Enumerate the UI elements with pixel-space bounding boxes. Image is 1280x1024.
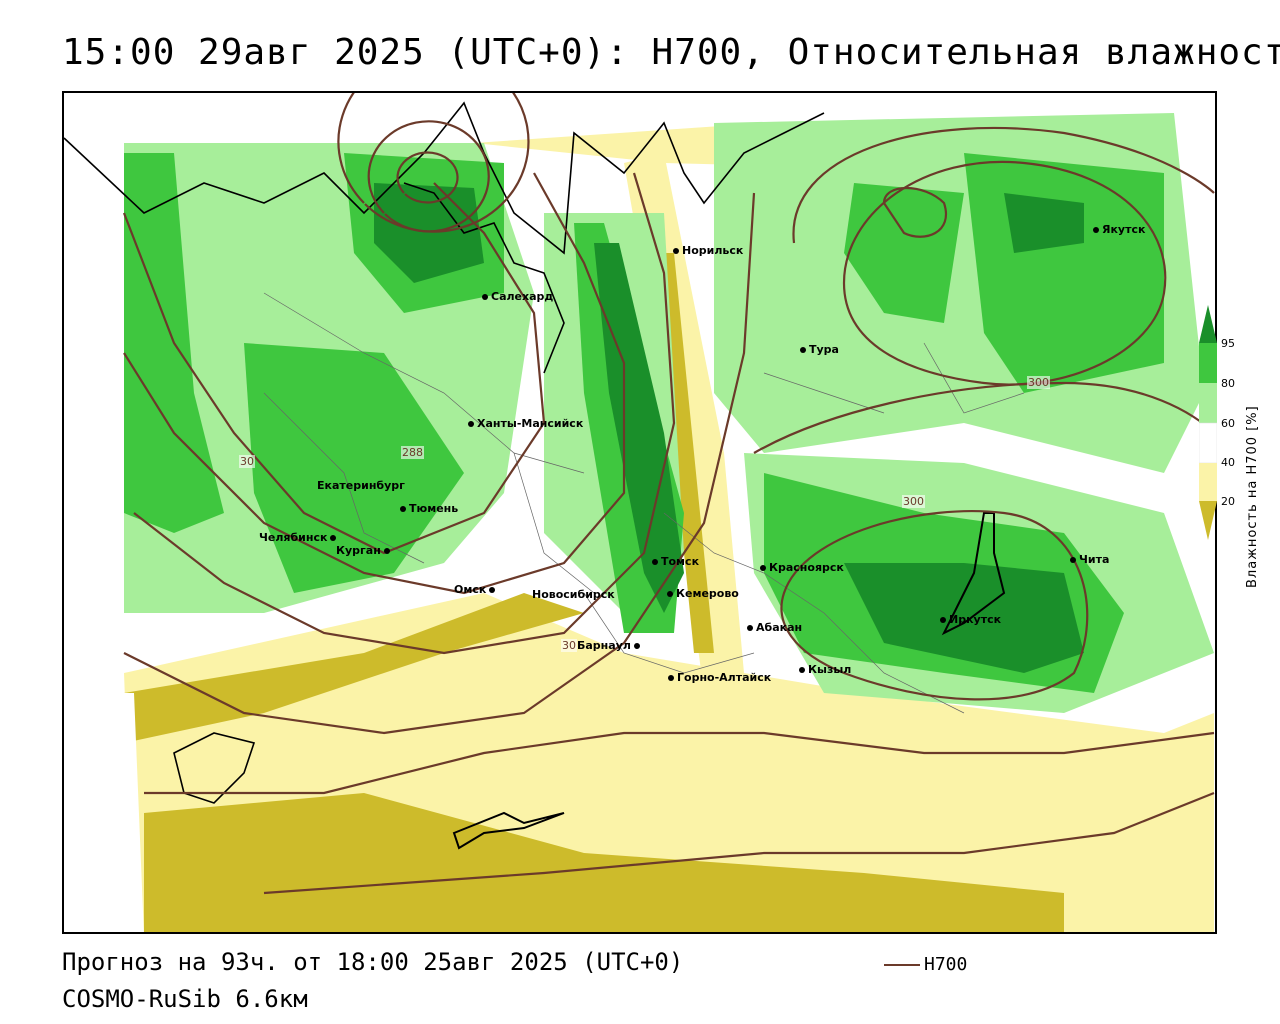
green-yakutia bbox=[844, 183, 964, 323]
h700-line-legend-swatch bbox=[884, 964, 920, 966]
dark-green-yakutia-core bbox=[1004, 193, 1084, 253]
city-tura: Тура bbox=[800, 343, 839, 356]
dark-green-strip-core bbox=[594, 243, 684, 613]
contour-label: 288 bbox=[401, 446, 424, 459]
city-krasnoyarsk: Красноярск bbox=[760, 561, 844, 574]
city-dot bbox=[633, 643, 640, 649]
city-chita: Чита bbox=[1070, 553, 1109, 566]
coastline-north bbox=[64, 101, 825, 255]
city-dot bbox=[652, 559, 658, 565]
colorbar-tick: 40 bbox=[1221, 456, 1235, 469]
city-kemerovo: Кемерово bbox=[667, 587, 739, 600]
city-kyzyl: Кызыл bbox=[799, 663, 851, 676]
city-dot bbox=[1070, 557, 1076, 563]
city-dot bbox=[330, 535, 337, 541]
green-urals bbox=[244, 343, 464, 593]
outside-domain-top-left bbox=[64, 93, 464, 143]
city-gorno-altaysk: Горно-Алтайск bbox=[668, 671, 771, 684]
olive-dry-south bbox=[144, 793, 1064, 932]
model-name: COSMO-RuSib 6.6км bbox=[62, 985, 308, 1013]
city-dot bbox=[760, 565, 766, 571]
contour-label: 30 bbox=[239, 455, 255, 468]
h700-contours bbox=[122, 93, 1215, 895]
dark-green-baikal-core bbox=[844, 563, 1084, 673]
city-yakutsk: Якутск bbox=[1093, 223, 1145, 236]
contour-label: 30 bbox=[561, 639, 577, 652]
city-abakan: Абакан bbox=[747, 621, 802, 634]
city-salekhard: Салехард bbox=[482, 290, 553, 303]
city-dot bbox=[668, 675, 674, 681]
contour-label: 300 bbox=[1027, 376, 1050, 389]
city-dot bbox=[482, 294, 488, 300]
forecast-info: Прогноз на 93ч. от 18:00 25авг 2025 (UTC… bbox=[62, 948, 684, 976]
city-khanty-mansiysk: Ханты-Мансийск bbox=[468, 417, 583, 430]
outside-domain-bottom-left bbox=[64, 693, 144, 932]
colorbar-tick: 60 bbox=[1221, 417, 1235, 430]
city-dot bbox=[468, 421, 474, 427]
colorbar-title: Влажность на H700 [%] bbox=[1245, 405, 1260, 588]
city-dot bbox=[800, 347, 806, 353]
h700-line-legend-label: H700 bbox=[924, 954, 968, 975]
city-tomsk: Томск bbox=[652, 555, 699, 568]
lake-baikal bbox=[941, 512, 1006, 636]
city-dot bbox=[383, 548, 390, 554]
city-dot bbox=[400, 506, 406, 512]
city-dot bbox=[747, 625, 753, 631]
colorbar-tick: 95 bbox=[1221, 337, 1235, 350]
city-yekaterinburg: Екатеринбург bbox=[317, 479, 405, 492]
map-area: 288 300 300 30 30 Салехард Норильск Якут… bbox=[62, 91, 1217, 934]
city-norilsk: Норильск bbox=[673, 244, 743, 257]
map-title: 15:00 29авг 2025 (UTC+0): H700, Относите… bbox=[62, 32, 1280, 73]
olive-dry-band bbox=[124, 593, 584, 743]
lake-balkhash bbox=[452, 811, 565, 850]
city-omsk: Омск bbox=[454, 583, 498, 596]
city-dot bbox=[1093, 227, 1099, 233]
city-dot bbox=[940, 617, 946, 623]
city-novosibirsk: Новосибирск bbox=[532, 588, 615, 601]
colorbar-tick: 80 bbox=[1221, 377, 1235, 390]
colorbar bbox=[1199, 305, 1217, 540]
city-tyumen: Тюмень bbox=[400, 502, 458, 515]
dark-green-cyclone-core bbox=[374, 183, 484, 283]
city-chelyabinsk: Челябинск bbox=[259, 531, 339, 544]
city-irkutsk: Иркутск bbox=[940, 613, 1001, 626]
admin-boundaries bbox=[263, 292, 1025, 714]
city-dot bbox=[799, 667, 805, 673]
city-barnaul: Барнаул bbox=[577, 639, 643, 652]
city-dot bbox=[667, 591, 673, 597]
contour-label: 300 bbox=[902, 495, 925, 508]
colorbar-tick: 20 bbox=[1221, 495, 1235, 508]
city-dot bbox=[489, 587, 496, 593]
city-kurgan: Курган bbox=[336, 544, 393, 557]
humidity-field bbox=[64, 93, 1215, 932]
city-dot bbox=[673, 248, 679, 254]
